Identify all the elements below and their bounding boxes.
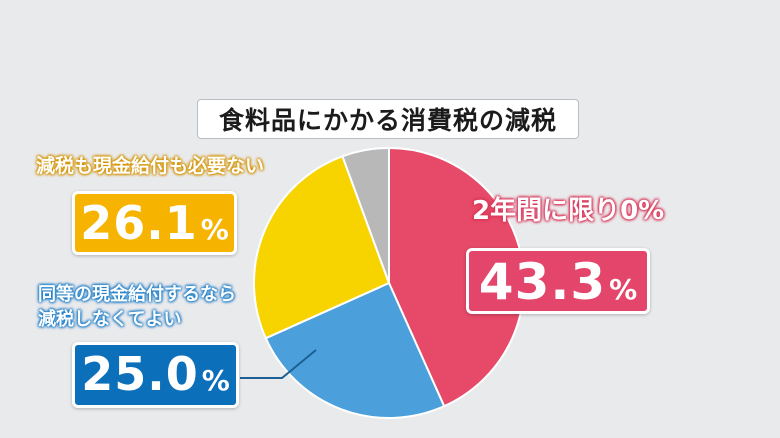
red-percent-sign: %: [609, 273, 638, 306]
yellow-slice-value: 26.1: [80, 196, 198, 250]
blue-slice-value-box: 25.0%: [72, 342, 239, 408]
blue-caption-line-1: 同等の現金給付するなら: [38, 284, 236, 305]
red-slice-caption: 2年間に限り0%: [472, 196, 665, 226]
blue-leader-line: [240, 349, 317, 379]
blue-slice-value: 25.0: [81, 347, 199, 401]
slice-blue: [264, 282, 446, 419]
slice-yellow: [253, 155, 390, 340]
slice-gray: [341, 147, 390, 284]
pie-slices: [253, 147, 525, 419]
red-slice-value: 43.3: [478, 253, 607, 311]
yellow-percent-sign: %: [200, 213, 229, 246]
blue-slice-caption: 同等の現金給付するなら 減税しなくてよい: [38, 282, 236, 332]
blue-percent-sign: %: [201, 364, 230, 397]
blue-caption-line-2: 減税しなくてよい: [38, 309, 182, 330]
red-slice-value-box: 43.3%: [466, 248, 650, 314]
chart-title: 食料品にかかる消費税の減税: [197, 99, 579, 139]
yellow-slice-caption: 減税も現金給付も必要ない: [36, 155, 265, 177]
yellow-slice-value-box: 26.1%: [72, 191, 237, 255]
